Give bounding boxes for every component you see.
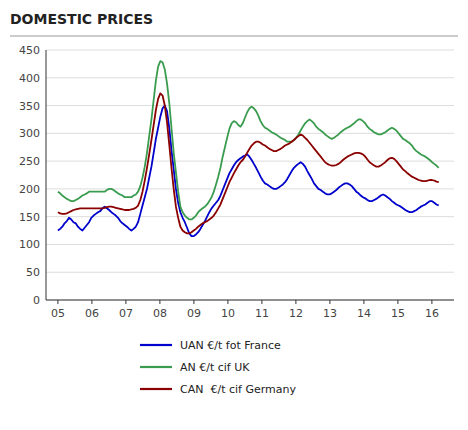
chart: DOMESTIC PRICES0501001502002503003504004… bbox=[0, 0, 468, 430]
grid-line bbox=[46, 272, 454, 273]
grid bbox=[46, 50, 454, 300]
x-tick bbox=[363, 300, 364, 304]
x-tick bbox=[431, 300, 432, 304]
grid-line bbox=[46, 161, 454, 162]
y-tick-label: 300 bbox=[19, 127, 40, 140]
x-axis bbox=[46, 300, 454, 301]
y-tick-label: 50 bbox=[26, 266, 40, 279]
legend-label: CAN €/t cif Germany bbox=[180, 383, 296, 396]
y-tick-label: 200 bbox=[19, 183, 40, 196]
line bbox=[58, 106, 439, 237]
x-tick-label: 13 bbox=[323, 307, 337, 320]
legend-swatch bbox=[140, 388, 172, 390]
y-tick-label: 350 bbox=[19, 100, 40, 113]
grid-line bbox=[46, 216, 454, 217]
grid-line bbox=[46, 105, 454, 106]
line bbox=[58, 61, 439, 219]
legend-swatch bbox=[140, 344, 172, 346]
x-tick bbox=[159, 300, 160, 304]
x-tick bbox=[295, 300, 296, 304]
x-tick bbox=[125, 300, 126, 304]
x-tick-label: 05 bbox=[51, 307, 65, 320]
y-tick-label: 250 bbox=[19, 155, 40, 168]
line bbox=[58, 93, 439, 233]
x-tick-label: 10 bbox=[221, 307, 235, 320]
title: DOMESTIC PRICES bbox=[10, 11, 153, 27]
legend-label: AN €/t cif UK bbox=[180, 361, 250, 374]
grid-line bbox=[46, 300, 454, 301]
y-tick-label: 100 bbox=[19, 238, 40, 251]
x-tick-label: 09 bbox=[187, 307, 201, 320]
x-tick bbox=[397, 300, 398, 304]
x-tick-label: 12 bbox=[289, 307, 303, 320]
x-tick-label: 11 bbox=[255, 307, 269, 320]
y-tick-label: 450 bbox=[19, 44, 40, 57]
legend-label: UAN €/t fot France bbox=[180, 339, 281, 352]
x-tick-label: 15 bbox=[391, 307, 405, 320]
grid-line bbox=[46, 133, 454, 134]
x-tick bbox=[57, 300, 58, 304]
x-tick-label: 14 bbox=[357, 307, 371, 320]
separator bbox=[10, 36, 458, 37]
x-tick-label: 06 bbox=[85, 307, 99, 320]
x-tick bbox=[329, 300, 330, 304]
series-group bbox=[58, 61, 439, 236]
grid-line bbox=[46, 77, 454, 78]
y-tick-label: 0 bbox=[33, 294, 40, 307]
x-tick bbox=[227, 300, 228, 304]
legend-swatch bbox=[140, 366, 172, 368]
x-tick-label: 16 bbox=[425, 307, 439, 320]
x-tick bbox=[261, 300, 262, 304]
x-tick-label: 07 bbox=[119, 307, 133, 320]
x-tick bbox=[91, 300, 92, 304]
y-axis bbox=[46, 50, 47, 300]
x-tick-label: 08 bbox=[153, 307, 167, 320]
legend: UAN €/t fot France AN €/t cif UK CAN €/t c… bbox=[140, 339, 296, 396]
y-tick-label: 400 bbox=[19, 72, 40, 85]
y-tick-label: 150 bbox=[19, 211, 40, 224]
grid-line bbox=[46, 50, 454, 51]
grid-line bbox=[46, 244, 454, 245]
x-tick bbox=[193, 300, 194, 304]
